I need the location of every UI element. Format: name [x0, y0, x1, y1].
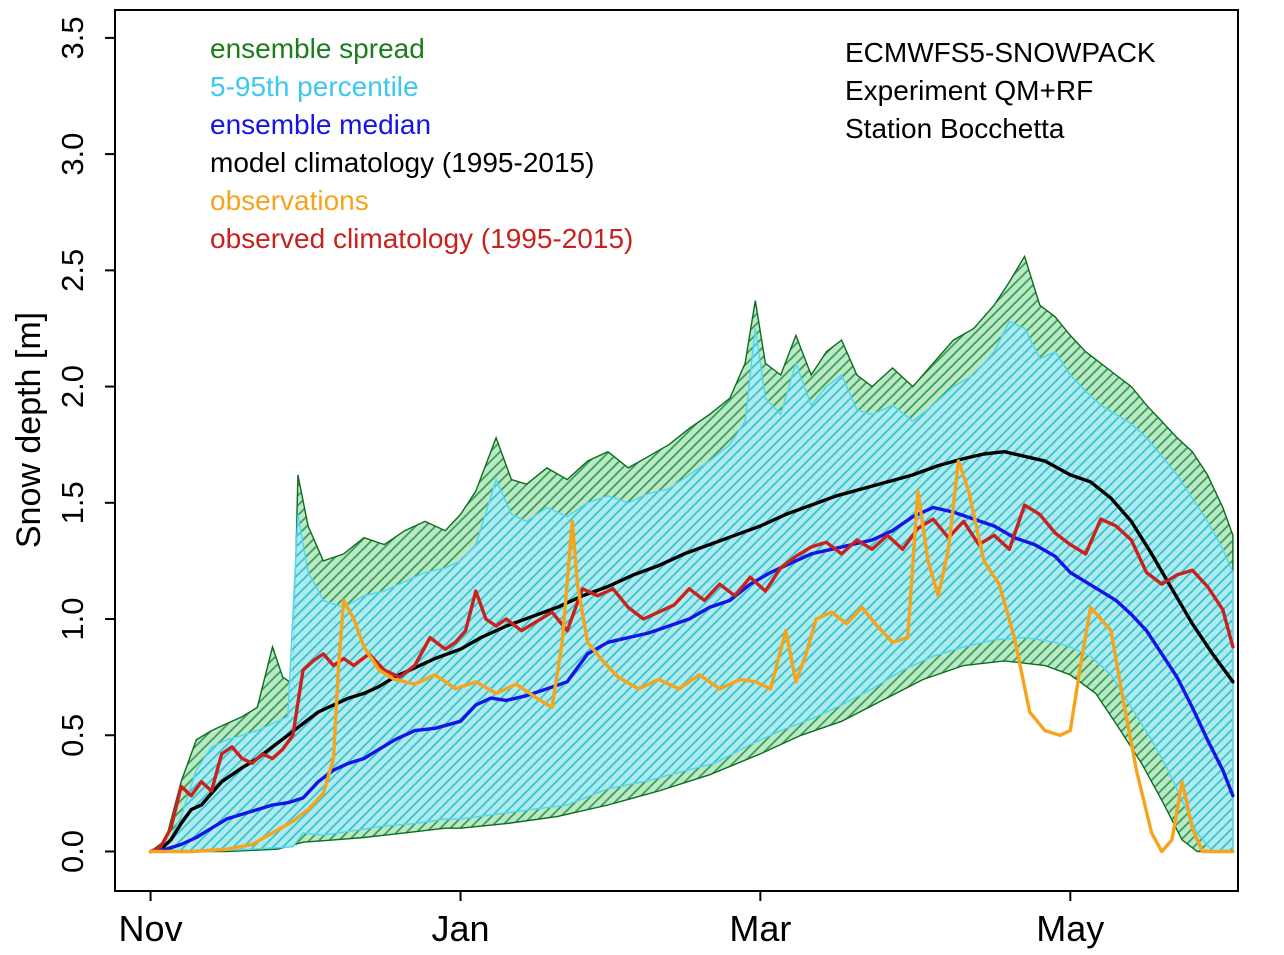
y-tick-label: 0.0 — [55, 830, 90, 873]
y-tick-label: 2.0 — [55, 365, 90, 408]
x-tick-label: May — [1036, 908, 1104, 949]
y-tick-label: 3.5 — [55, 16, 90, 59]
y-tick-label: 1.0 — [55, 597, 90, 640]
y-tick-label: 1.5 — [55, 481, 90, 524]
series-observations — [148, 459, 1235, 854]
y-tick-label: 2.5 — [55, 249, 90, 292]
band-percentile-5-95 — [150, 320, 1234, 853]
x-tick-label: Nov — [119, 908, 183, 949]
y-tick-label: 0.5 — [55, 714, 90, 757]
x-tick-label: Jan — [432, 908, 490, 949]
x-tick-label: Mar — [729, 908, 791, 949]
series-ensemble-median — [148, 505, 1235, 854]
y-tick-label: 3.0 — [55, 133, 90, 176]
plot-frame — [114, 9, 1239, 892]
plot-area — [148, 254, 1235, 854]
series-model-climatology — [148, 450, 1235, 854]
series-observed-climatology — [148, 503, 1235, 854]
